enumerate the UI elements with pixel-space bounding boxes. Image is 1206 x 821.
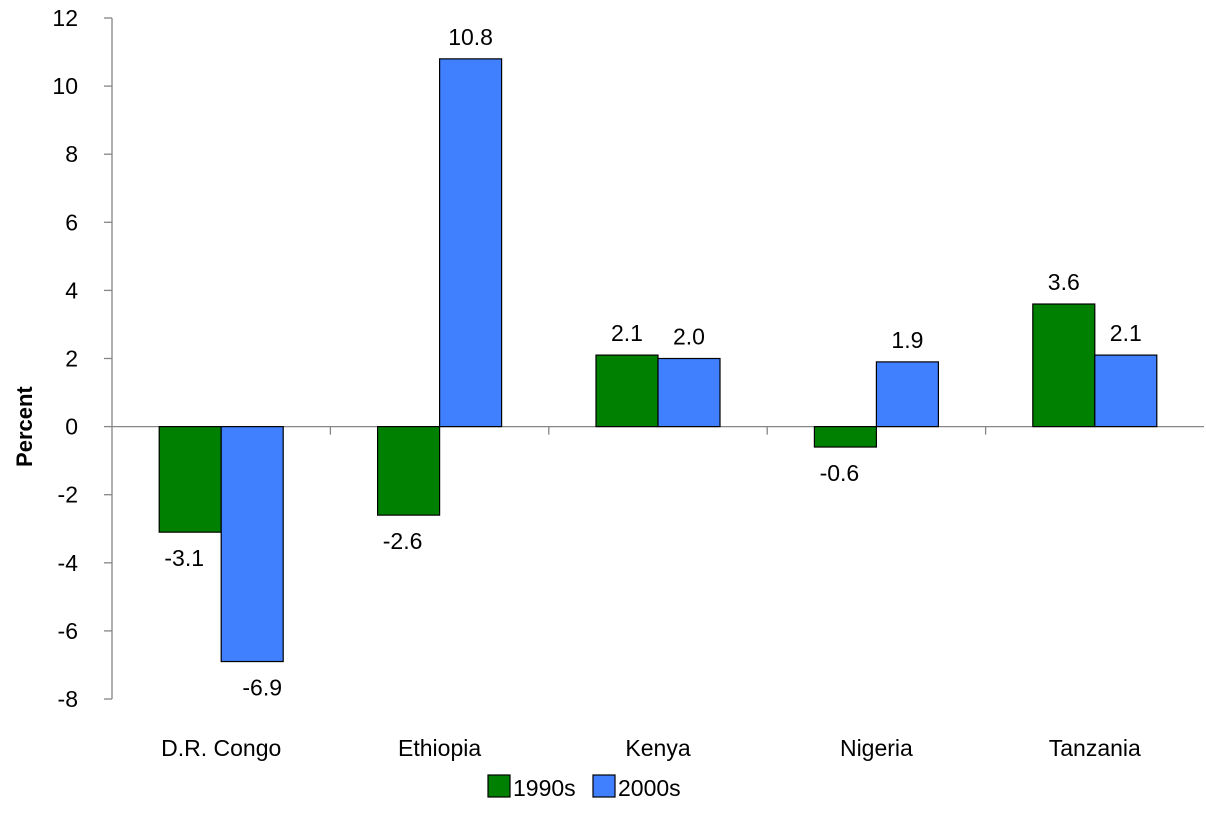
data-labels: -3.1 -6.9 -2.6 10.8 2.1 2.0 -0.6 1.9 3.6 2.1	[164, 24, 1141, 701]
bar-1990s-d-r-congo	[158, 426, 222, 533]
y-axis: -8 -6 -4 -2 0 2 4 6 8 10 12	[52, 5, 113, 712]
legend-swatch-1990s	[487, 774, 511, 798]
bar-1990s-nigeria	[813, 426, 878, 448]
data-label: -2.6	[383, 528, 423, 554]
y-tick-label: -2	[58, 482, 78, 508]
data-label: 3.6	[1048, 269, 1080, 295]
x-tick-label: Nigeria	[840, 735, 913, 761]
y-tick-label: -8	[58, 686, 78, 712]
bar-2000s-d-r-congo	[220, 426, 284, 663]
data-label: 10.8	[448, 24, 493, 50]
legend: 1990s 2000s	[487, 774, 681, 801]
y-tick-label: -4	[58, 550, 79, 576]
bar-1990s-tanzania	[1032, 303, 1096, 428]
y-tick-label: -6	[58, 618, 78, 644]
legend-swatch-2000s	[592, 774, 616, 798]
bar-2000s-kenya	[657, 357, 721, 428]
data-label: 2.1	[1110, 320, 1142, 346]
data-label: 2.0	[673, 324, 705, 350]
y-tick-label: 6	[65, 209, 78, 235]
y-tick-label: 10	[52, 73, 78, 99]
data-label: 1.9	[891, 327, 923, 353]
y-tick-label: 12	[52, 5, 78, 31]
bar-2000s-nigeria	[875, 361, 940, 428]
bar-2000s-ethiopia	[439, 58, 503, 428]
data-label: -3.1	[164, 545, 204, 571]
x-tick-label: Tanzania	[1049, 735, 1141, 761]
y-tick-label: 0	[65, 414, 78, 440]
bar-2000s-tanzania	[1094, 354, 1158, 428]
data-label: 2.1	[611, 320, 643, 346]
y-axis-title: Percent	[12, 386, 37, 467]
y-tick-label: 2	[65, 346, 78, 372]
legend-label-1990s: 1990s	[513, 775, 576, 801]
bars	[158, 58, 1158, 663]
data-label: -0.6	[820, 460, 860, 486]
x-tick-label: Kenya	[625, 735, 690, 761]
y-tick-label: 8	[65, 141, 78, 167]
bar-1990s-kenya	[595, 354, 659, 428]
x-tick-label: Ethiopia	[398, 735, 481, 761]
data-label: -6.9	[242, 675, 282, 701]
y-tick-label: 4	[65, 277, 78, 303]
legend-label-2000s: 2000s	[618, 775, 681, 801]
x-tick-label: D.R. Congo	[161, 735, 281, 761]
bar-1990s-ethiopia	[377, 426, 441, 516]
